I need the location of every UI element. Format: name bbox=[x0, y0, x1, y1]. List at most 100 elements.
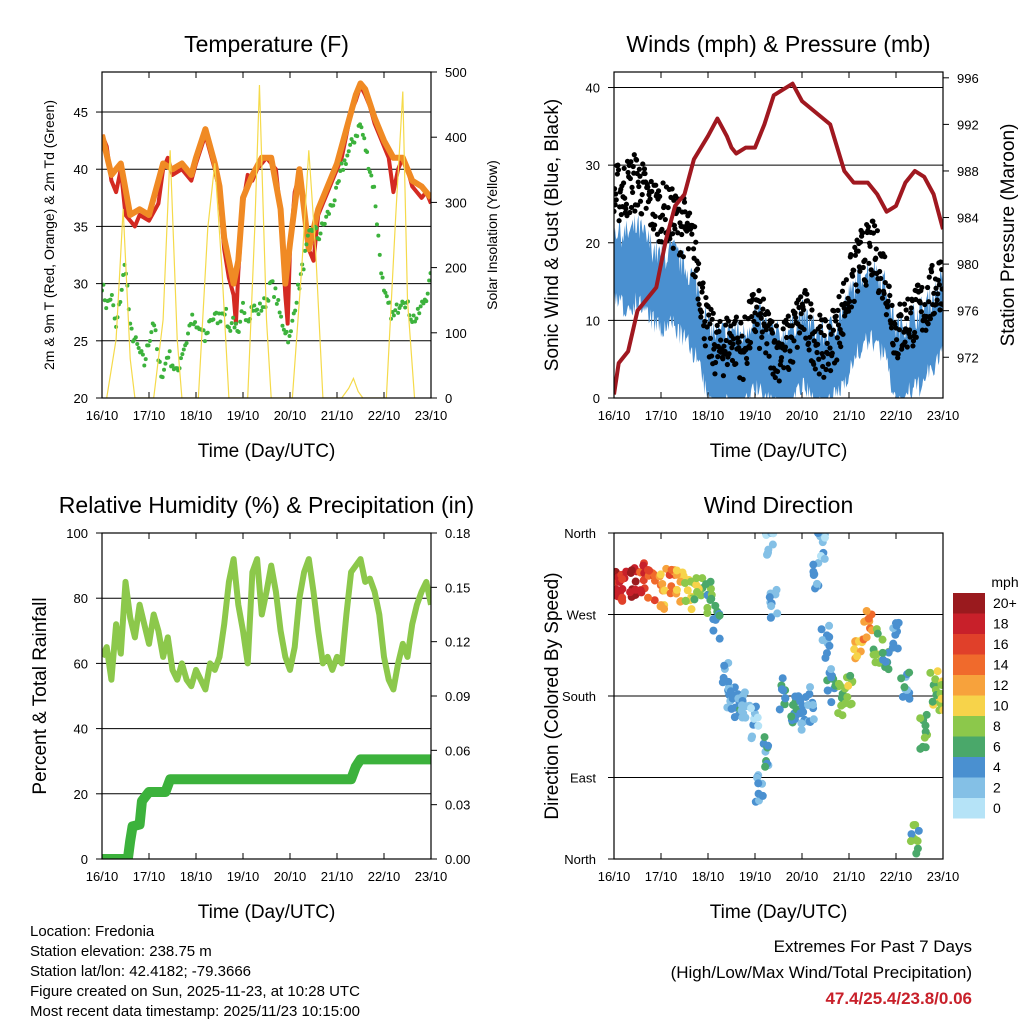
x-tick-label: 20/10 bbox=[786, 869, 819, 884]
direction-point bbox=[862, 607, 871, 616]
gust-point bbox=[816, 371, 822, 377]
gust-point bbox=[723, 322, 729, 328]
dewpoint-point bbox=[160, 375, 165, 380]
gust-point bbox=[685, 246, 692, 252]
gust-point bbox=[747, 339, 754, 346]
legend-swatch bbox=[953, 736, 985, 757]
x-tick-label: 18/10 bbox=[692, 869, 725, 884]
x-axis-label: Time (Day/UTC) bbox=[710, 441, 848, 462]
gust-point bbox=[738, 320, 744, 326]
y2-tick-label: 0.00 bbox=[445, 852, 470, 867]
gust-point bbox=[923, 327, 929, 333]
gust-point bbox=[897, 301, 903, 307]
legend-swatch bbox=[953, 654, 985, 675]
gust-point bbox=[838, 343, 844, 350]
dewpoint-point bbox=[180, 352, 185, 357]
y2-tick-label: 984 bbox=[957, 211, 979, 226]
gust-point bbox=[857, 268, 863, 274]
gust-point bbox=[622, 195, 628, 201]
dewpoint-point bbox=[154, 347, 159, 352]
dewpoint-point bbox=[252, 303, 257, 308]
gust-point bbox=[925, 321, 931, 327]
dewpoint-point bbox=[276, 298, 281, 303]
gust-point bbox=[882, 254, 888, 260]
legend-swatch bbox=[953, 695, 985, 716]
dewpoint-point bbox=[317, 237, 322, 242]
y-tick-label: 20 bbox=[74, 787, 88, 802]
gust-point bbox=[657, 193, 663, 200]
series-precipitation bbox=[102, 754, 431, 859]
y2-tick-label: 0.03 bbox=[445, 798, 470, 813]
gust-point bbox=[766, 353, 772, 359]
gust-point bbox=[707, 335, 714, 341]
direction-point bbox=[809, 715, 818, 724]
gust-point bbox=[632, 208, 638, 214]
dewpoint-point bbox=[281, 327, 286, 332]
dewpoint-point bbox=[305, 233, 310, 238]
elevation-text: Station elevation: 238.75 m bbox=[30, 943, 212, 960]
x-tick-label: 18/10 bbox=[692, 408, 725, 423]
direction-point bbox=[698, 574, 707, 583]
y2-tick-label: 100 bbox=[445, 326, 467, 341]
gust-point bbox=[884, 304, 891, 310]
x-tick-label: 23/10 bbox=[415, 869, 448, 884]
dewpoint-point bbox=[270, 279, 275, 284]
gust-point bbox=[636, 183, 642, 190]
y2-tick-label: 200 bbox=[445, 261, 467, 276]
dewpoint-point bbox=[369, 173, 374, 178]
dewpoint-point bbox=[255, 307, 260, 312]
dewpoint-point bbox=[218, 319, 223, 324]
gust-point bbox=[769, 330, 776, 336]
gust-point bbox=[789, 323, 795, 329]
gust-point bbox=[750, 291, 756, 298]
gust-point bbox=[831, 308, 837, 314]
gust-point bbox=[758, 315, 764, 321]
direction-point bbox=[841, 699, 850, 708]
dewpoint-point bbox=[324, 214, 329, 219]
gust-point bbox=[734, 335, 741, 341]
direction-point bbox=[656, 601, 665, 610]
direction-point bbox=[747, 734, 756, 743]
dewpoint-point bbox=[259, 308, 264, 313]
direction-point bbox=[827, 665, 836, 674]
direction-point bbox=[905, 668, 914, 677]
dewpoint-point bbox=[272, 295, 277, 300]
gust-point bbox=[710, 310, 716, 316]
y2-tick-label: 0.09 bbox=[445, 689, 470, 704]
dewpoint-point bbox=[257, 301, 262, 306]
gust-point bbox=[754, 321, 760, 327]
gust-point bbox=[723, 337, 729, 344]
gust-point bbox=[878, 275, 884, 282]
direction-point bbox=[846, 671, 855, 680]
direction-point bbox=[754, 721, 763, 730]
gust-point bbox=[812, 366, 818, 372]
direction-point bbox=[728, 694, 737, 703]
chart-wind_direction: Wind Direction Time (Day/UTC) North East Sou… bbox=[542, 492, 1019, 923]
gust-point bbox=[647, 196, 653, 202]
y2-tick-label: 400 bbox=[445, 130, 467, 145]
gust-point bbox=[793, 314, 799, 321]
direction-point bbox=[872, 650, 881, 659]
y-tick-label: South bbox=[562, 689, 596, 704]
gust-point bbox=[661, 203, 667, 209]
gust-point bbox=[654, 231, 661, 237]
plot-frame bbox=[613, 71, 944, 399]
direction-point bbox=[667, 582, 676, 591]
dewpoint-point bbox=[256, 312, 261, 317]
gust-point bbox=[855, 288, 861, 294]
direction-point bbox=[763, 549, 772, 558]
y-tick-label: 0 bbox=[81, 852, 88, 867]
dewpoint-point bbox=[202, 339, 207, 344]
gust-point bbox=[828, 331, 834, 337]
chart-title: Temperature (F) bbox=[184, 31, 349, 57]
direction-point bbox=[709, 626, 718, 635]
gust-point bbox=[655, 188, 662, 194]
gust-point bbox=[703, 294, 709, 301]
gust-point bbox=[902, 339, 908, 345]
direction-point bbox=[892, 621, 901, 630]
dewpoint-point bbox=[186, 331, 191, 336]
direction-point bbox=[690, 595, 699, 604]
direction-point bbox=[672, 566, 681, 575]
gust-point bbox=[630, 189, 636, 196]
gust-point bbox=[709, 316, 715, 322]
